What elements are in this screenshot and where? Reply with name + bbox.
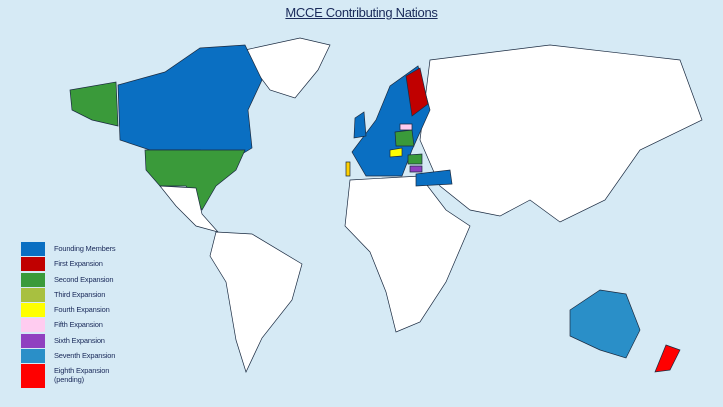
poland <box>394 129 415 147</box>
legend-item-founding: Founding Members <box>21 242 116 257</box>
legend-swatch <box>21 287 45 302</box>
legend-item-seventh: Seventh Expansion <box>21 349 116 364</box>
legend-label: Third Expansion <box>54 289 106 299</box>
legend-item-fifth: Fifth Expansion <box>21 318 116 333</box>
legend-item-sixth: Sixth Expansion <box>21 333 116 349</box>
legend-label: Sixth Expansion <box>54 335 105 345</box>
alaska <box>69 81 119 127</box>
legend-swatch <box>21 257 45 272</box>
romania <box>407 153 423 165</box>
austria <box>389 147 403 158</box>
bulgaria <box>409 165 423 173</box>
legend-swatch <box>21 318 45 333</box>
legend-swatch <box>21 333 45 348</box>
legend-swatch <box>21 272 45 287</box>
legend-label: First Expansion <box>54 259 103 269</box>
legend-swatch <box>21 303 45 318</box>
map-title: MCCE Contributing Nations <box>285 5 438 20</box>
legend-item-third: Third Expansion <box>21 287 116 303</box>
legend-swatch <box>21 242 45 256</box>
uk <box>353 111 367 139</box>
legend-label: Second Expansion <box>54 274 114 284</box>
legend-label: Eighth Expansion (pending) <box>54 366 110 385</box>
legend-swatch <box>21 364 45 389</box>
usa <box>144 149 246 211</box>
legend-label: Founding Members <box>54 244 116 253</box>
australia <box>569 289 641 359</box>
south-america <box>209 231 303 373</box>
africa <box>344 175 471 333</box>
legend-item-second: Second Expansion <box>21 272 116 288</box>
turkey <box>415 169 453 187</box>
legend-item-eighth: Eighth Expansion (pending) <box>21 364 116 390</box>
legend-item-fourth: Fourth Expansion <box>21 303 116 318</box>
legend-item-first: First Expansion <box>21 257 116 272</box>
lithuania <box>399 123 413 131</box>
finland <box>405 67 429 117</box>
canada <box>117 44 263 161</box>
portugal <box>345 161 351 177</box>
legend-label: Fifth Expansion <box>54 320 103 330</box>
legend: Founding Members First Expansion Second … <box>21 242 116 390</box>
legend-swatch <box>21 349 45 364</box>
legend-label: Fourth Expansion <box>54 305 110 315</box>
legend-label: Seventh Expansion <box>54 351 116 361</box>
new-zealand <box>654 344 681 373</box>
eurasia <box>419 44 703 223</box>
